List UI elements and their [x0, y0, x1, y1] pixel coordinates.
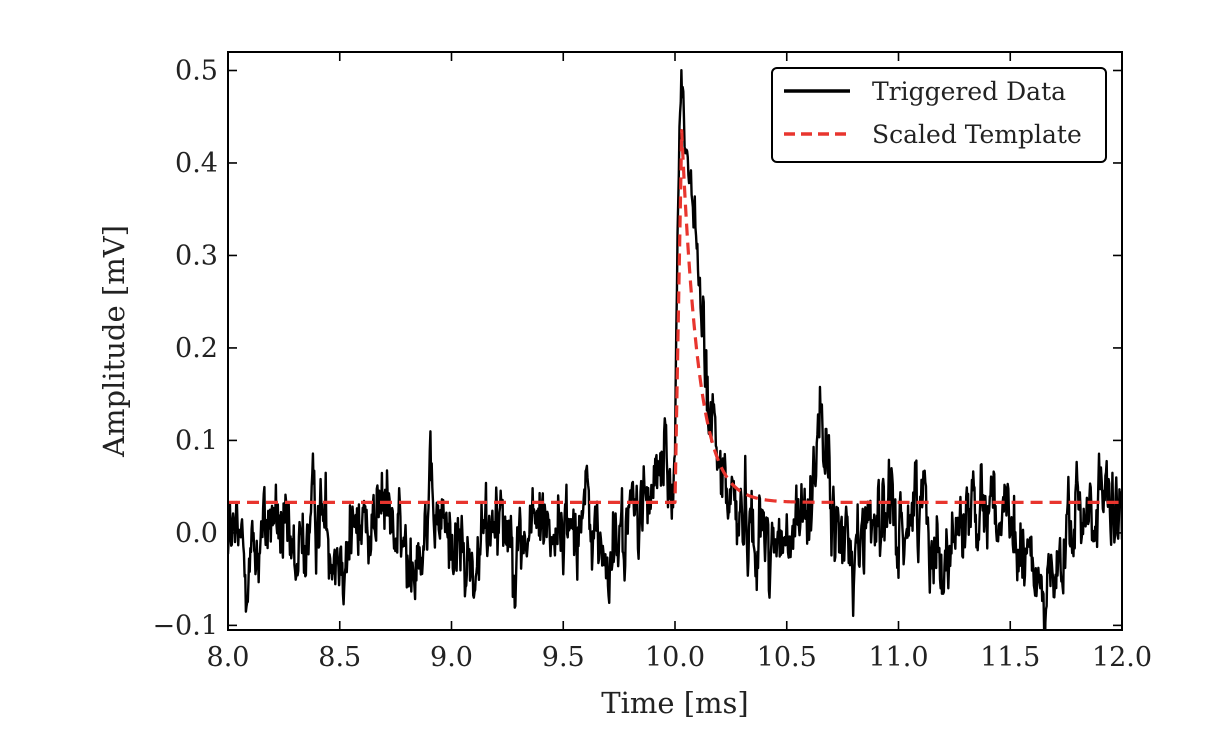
x-tick-label: 10.0 — [645, 642, 705, 673]
legend-label-triggered-data: Triggered Data — [872, 77, 1066, 106]
y-tick-label: 0.4 — [175, 148, 218, 179]
x-tick-label: 12.0 — [1092, 642, 1152, 673]
x-tick-label: 11.5 — [980, 642, 1040, 673]
x-tick-label: 8.5 — [318, 642, 361, 673]
y-tick-label: 0.3 — [175, 240, 218, 271]
legend-label-scaled-template: Scaled Template — [872, 120, 1082, 149]
legend-box — [771, 67, 1107, 163]
y-axis-label: Amplitude [mV] — [97, 225, 131, 458]
x-tick-label: 9.5 — [542, 642, 585, 673]
x-axis-label: Time [ms] — [601, 686, 749, 720]
y-tick-label: 0.2 — [175, 333, 218, 364]
series-layer — [228, 68, 1122, 630]
y-tick-label: 0.1 — [175, 425, 218, 456]
y-tick-label: −0.1 — [152, 610, 218, 641]
x-tick-label: 9.0 — [430, 642, 473, 673]
y-tick-label: 0.0 — [175, 518, 218, 549]
legend: Triggered Data Scaled Template — [771, 67, 1107, 163]
y-tick-label: 0.5 — [175, 55, 218, 86]
x-tick-label: 8.0 — [207, 642, 250, 673]
x-tick-label: 11.0 — [868, 642, 928, 673]
x-tick-label: 10.5 — [757, 642, 817, 673]
ticks-layer: 8.0 8.5 9.0 9.5 10.0 10.5 11.0 11.5 12.0 −0.1 0.0 0… — [152, 52, 1152, 673]
series-line-scaled-template — [228, 129, 1122, 504]
